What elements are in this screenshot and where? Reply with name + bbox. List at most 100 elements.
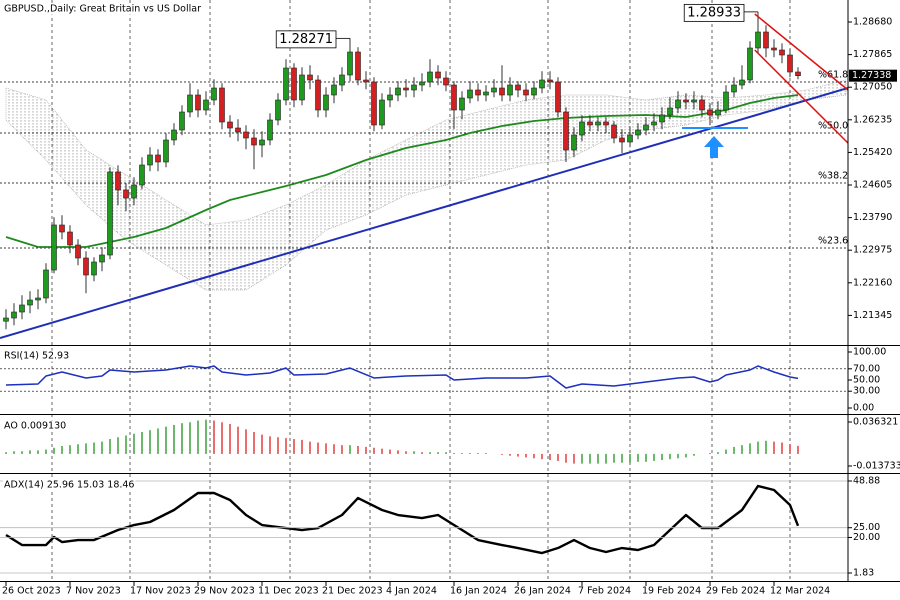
candle-body [251,137,257,146]
candle-body [315,79,321,111]
candle-body [299,74,305,101]
candle-body [91,261,97,276]
x-tick-label: 7 Feb 2024 [578,586,631,597]
x-tick-label: 12 Mar 2024 [770,586,830,597]
candle-body [523,89,529,96]
candle-body [243,131,249,139]
candle-body [595,121,601,126]
price-annotation-box [275,30,337,49]
panel-title: AO 0.009130 [4,421,66,432]
candle-body [11,311,17,319]
price-annotation: 1.28933 [687,5,741,20]
y-tick-label: 1.27050 [853,82,892,93]
candle-body [19,304,25,313]
candle-body [363,79,369,83]
candle-body [579,121,585,136]
y-tick-label: 1.26235 [853,114,892,125]
fibonacci-label: %38.2 [818,171,848,182]
candle-body [147,154,153,166]
indicator-panels [0,365,848,574]
candle-body [275,99,281,121]
candle-body [435,71,441,79]
candle-body [635,129,641,136]
candle-body [531,87,537,96]
candle-body [419,81,425,86]
price-annotation-box [683,3,745,22]
candle-body [347,51,353,76]
y-tick-label: 0.036321 [853,417,898,428]
candle-body [235,127,241,133]
y-tick-label: 30.00 [853,386,880,397]
y-tick-label: 1.28680 [853,17,892,28]
candle-body [331,84,337,96]
candle-body [427,71,433,83]
candle-body [739,79,745,86]
y-tick-label: 100.00 [853,347,886,358]
candle-body [323,94,329,111]
candle-body [267,119,273,141]
current-price-tag [849,69,897,82]
candle-body [747,47,753,81]
candle-body [691,99,697,103]
candle-body [507,84,513,96]
panel-title: RSI(14) 52.93 [4,351,69,362]
x-tick-label: 19 Feb 2024 [642,586,701,597]
candle-body [3,317,9,322]
candle-body [179,111,185,131]
moving-average [5,94,799,248]
candle-body [387,94,393,101]
candle-body [475,89,481,96]
x-tick-label: 29 Nov 2023 [194,586,255,597]
candle-body [307,74,313,81]
candle-body [659,114,665,123]
candle-body [163,139,169,163]
candle-body [563,111,569,151]
candle-body [571,134,577,151]
candle-body [259,139,265,146]
candle-body [587,121,593,126]
fibonacci-label: %50.0 [818,121,848,132]
candle-body [643,124,649,131]
candle-body [131,184,137,199]
channel-line [754,13,848,91]
x-tick-label: 4 Jan 2024 [386,586,437,597]
candle-body [75,244,81,259]
channel-line [754,49,848,144]
y-tick-label: 1.24605 [853,180,892,191]
candle-body [675,99,681,109]
candle-body [699,99,705,111]
candle-body [731,84,737,93]
y-tick-label: 1.22160 [853,277,892,288]
y-tick-label: 48.88 [853,476,880,487]
candle-body [715,109,721,116]
candle-body [171,129,177,141]
candle-body [43,269,49,299]
candle-body [99,254,105,263]
candle-body [611,124,617,139]
candle-body [67,231,73,246]
panel-title-bg [3,3,203,15]
candle-body [795,71,801,76]
candle-body [139,164,145,186]
panel-title: ADX(14) 25.96 15.03 18.46 [4,480,134,491]
y-tick-label: -0.013733 [853,460,900,471]
candle-body [283,67,289,101]
candle-body [219,87,225,123]
x-tick-label: 16 Jan 2024 [450,586,507,597]
fibonacci-label: %23.6 [818,236,848,247]
candle-body [195,94,201,111]
candle-body [35,297,41,301]
candle-body [443,77,449,86]
y-tick-label: 1.23790 [853,212,892,223]
current-price: 1.27338 [852,70,891,81]
x-tick-label: 21 Dec 2023 [322,586,383,597]
candle-body [339,74,345,86]
candle-body [515,84,521,91]
candle-body [603,121,609,126]
x-tick-label: 11 Dec 2023 [258,586,319,597]
candle-body [491,87,497,93]
candle-body [451,84,457,111]
candle-body [555,81,561,113]
candle-body [83,257,89,276]
